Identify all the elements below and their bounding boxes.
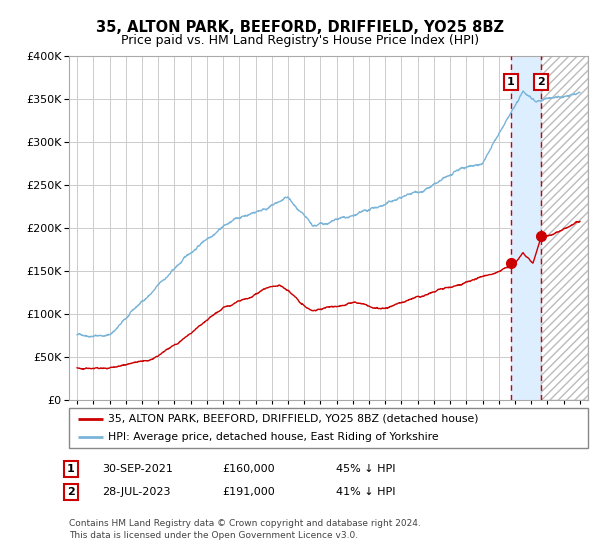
Text: 2: 2 <box>67 487 74 497</box>
Text: 35, ALTON PARK, BEEFORD, DRIFFIELD, YO25 8BZ: 35, ALTON PARK, BEEFORD, DRIFFIELD, YO25… <box>96 20 504 35</box>
Text: 35, ALTON PARK, BEEFORD, DRIFFIELD, YO25 8BZ (detached house): 35, ALTON PARK, BEEFORD, DRIFFIELD, YO25… <box>108 414 478 423</box>
Text: 1: 1 <box>67 464 74 474</box>
Text: 45% ↓ HPI: 45% ↓ HPI <box>336 464 395 474</box>
Text: HPI: Average price, detached house, East Riding of Yorkshire: HPI: Average price, detached house, East… <box>108 432 439 442</box>
Bar <box>541 56 588 400</box>
Text: 1: 1 <box>507 77 515 87</box>
Text: 30-SEP-2021: 30-SEP-2021 <box>102 464 173 474</box>
Text: £191,000: £191,000 <box>222 487 275 497</box>
Text: 28-JUL-2023: 28-JUL-2023 <box>102 487 170 497</box>
Text: Contains HM Land Registry data © Crown copyright and database right 2024.: Contains HM Land Registry data © Crown c… <box>69 519 421 528</box>
Text: Price paid vs. HM Land Registry's House Price Index (HPI): Price paid vs. HM Land Registry's House … <box>121 34 479 46</box>
Bar <box>511 56 541 400</box>
Text: 2: 2 <box>537 77 545 87</box>
Bar <box>541 56 588 400</box>
Text: This data is licensed under the Open Government Licence v3.0.: This data is licensed under the Open Gov… <box>69 531 358 540</box>
Text: £160,000: £160,000 <box>222 464 275 474</box>
Text: 41% ↓ HPI: 41% ↓ HPI <box>336 487 395 497</box>
